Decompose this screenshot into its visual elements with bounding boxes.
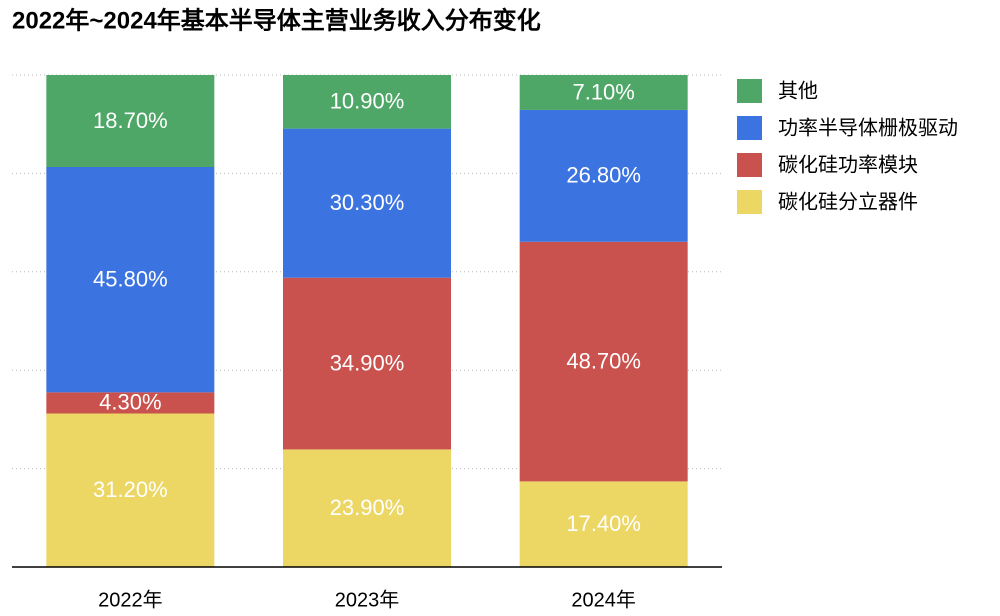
legend-swatch [737, 116, 762, 140]
legend-swatch [737, 79, 762, 103]
x-tick-label: 2022年 [98, 588, 163, 611]
value-label: 34.90% [330, 350, 405, 375]
x-tick-label: 2023年 [335, 588, 400, 611]
legend-label: 碳化硅分立器件 [778, 190, 918, 213]
bar-segment [46, 75, 215, 168]
value-label: 17.40% [566, 511, 641, 536]
value-label: 48.70% [566, 348, 641, 373]
bar-segment [519, 75, 688, 110]
value-label: 10.90% [330, 89, 405, 114]
legend-label: 碳化硅功率模块 [778, 153, 918, 176]
value-label: 7.10% [572, 79, 634, 104]
value-label: 18.70% [93, 108, 168, 133]
value-label: 4.30% [99, 390, 161, 415]
bar-segment [283, 128, 451, 278]
legend-label: 其他 [778, 79, 818, 102]
value-label: 26.80% [566, 163, 641, 188]
bar-segment [46, 413, 215, 567]
chart-title: 2022年~2024年基本半导体主营业务收入分布变化 [12, 6, 541, 34]
bar-segment [519, 109, 688, 242]
value-label: 23.90% [330, 495, 405, 520]
value-label: 30.30% [330, 190, 405, 215]
value-label: 45.80% [93, 266, 168, 291]
bar-segment [283, 75, 451, 129]
bar-segment [283, 277, 451, 450]
bar-segment [519, 241, 688, 482]
legend-swatch [737, 153, 762, 177]
legend-label: 功率半导体栅极驱动 [778, 116, 958, 139]
legend-swatch [737, 190, 762, 214]
bar-segment [46, 392, 215, 414]
value-label: 31.20% [93, 477, 168, 502]
bar-segment [283, 449, 451, 567]
x-tick-label: 2024年 [571, 588, 636, 611]
bar-segment [519, 481, 688, 567]
bar-segment [46, 167, 215, 393]
